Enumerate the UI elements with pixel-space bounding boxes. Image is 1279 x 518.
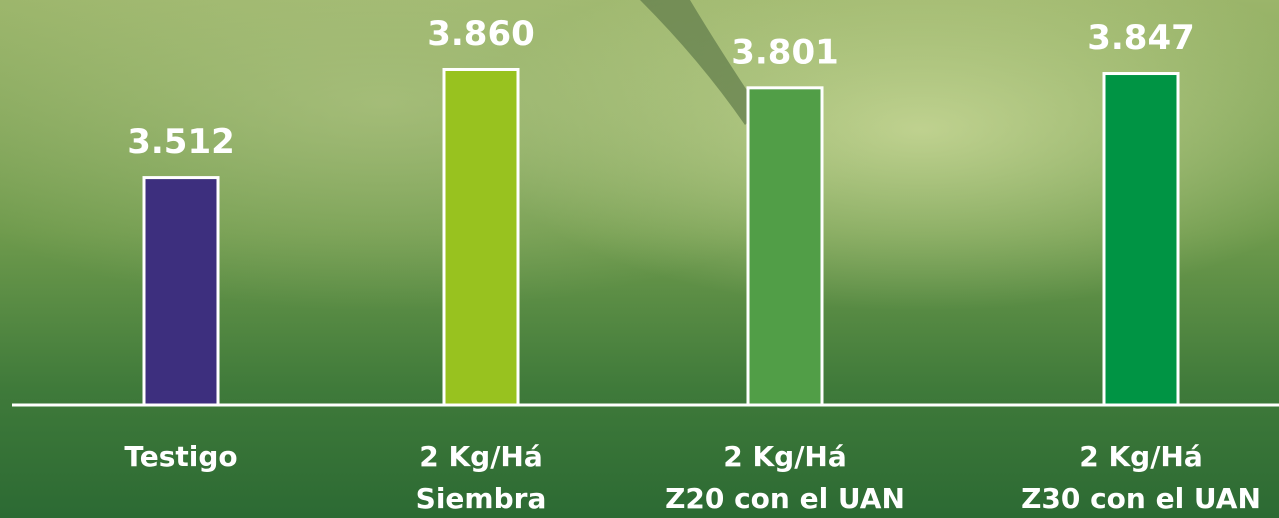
x-tick-label: Testigo bbox=[124, 440, 237, 473]
x-tick-label: Z30 con el UAN bbox=[1021, 482, 1261, 515]
x-tick-label: Siembra bbox=[416, 482, 547, 515]
x-tick-label: 2 Kg/Há bbox=[419, 440, 543, 473]
bar bbox=[144, 178, 218, 405]
value-label: 3.801 bbox=[731, 32, 839, 72]
chart: 3.512 Testigo 3.860 2 Kg/Há Siembra 3.801 2 Kg… bbox=[0, 0, 1279, 518]
x-tick-label: 2 Kg/Há bbox=[723, 440, 847, 473]
bar bbox=[1104, 74, 1178, 405]
value-label: 3.847 bbox=[1087, 18, 1195, 58]
value-label: 3.512 bbox=[127, 122, 235, 162]
bar bbox=[444, 69, 518, 405]
x-tick-label: Z20 con el UAN bbox=[665, 482, 905, 515]
x-tick-label: 2 Kg/Há bbox=[1079, 440, 1203, 473]
bar bbox=[748, 88, 822, 405]
page: 3.512 Testigo 3.860 2 Kg/Há Siembra 3.801 2 Kg… bbox=[0, 0, 1279, 518]
value-label: 3.860 bbox=[427, 14, 535, 54]
